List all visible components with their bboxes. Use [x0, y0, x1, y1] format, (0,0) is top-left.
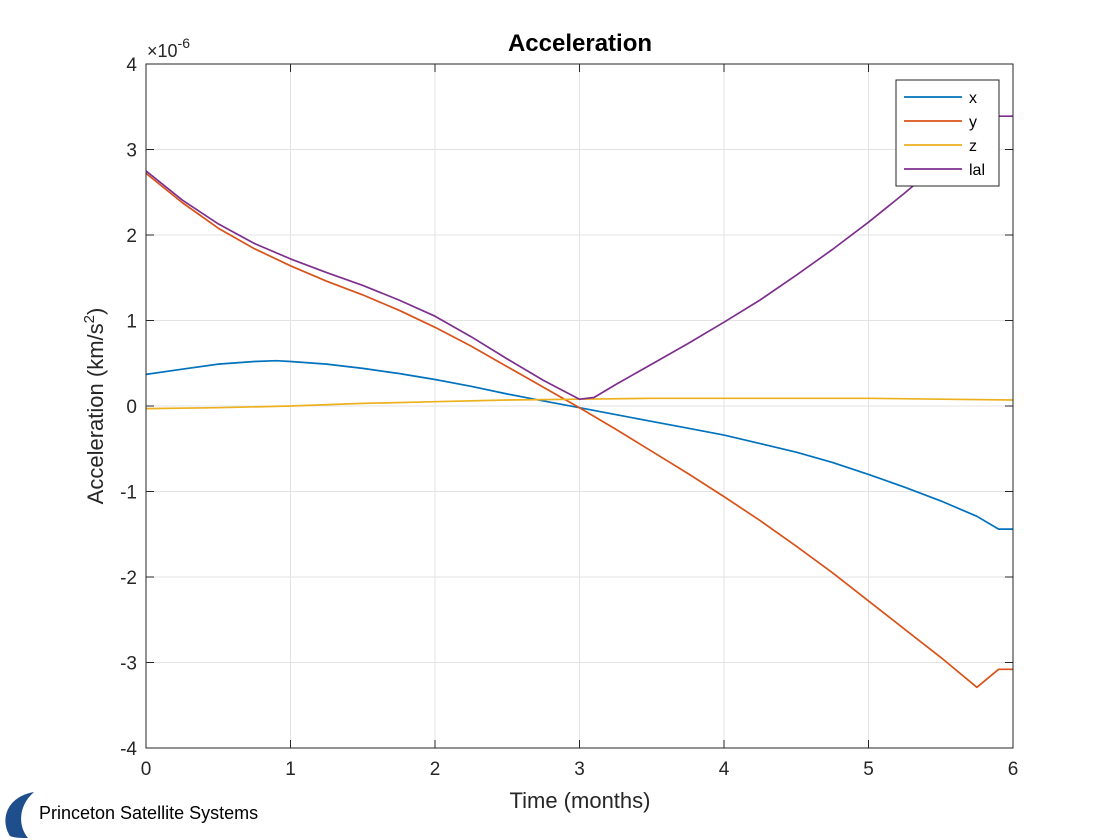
series-line-lal	[145, 115, 1013, 401]
x-tick-label: 1	[285, 759, 296, 780]
legend: xyz lal	[895, 79, 1000, 187]
y-axis-exponent: ×10-6	[147, 35, 190, 61]
y-axis-label-sup: 2	[81, 315, 98, 323]
y-axis-label-end: )	[83, 308, 108, 315]
chart-title: Acceleration	[508, 30, 652, 57]
y-tick-label: 3	[126, 141, 137, 162]
y-tick-label: 4	[126, 55, 137, 76]
x-tick-label: 4	[719, 759, 730, 780]
logo-text: Princeton Satellite Systems	[39, 803, 258, 823]
y-tick-label: 2	[126, 226, 137, 247]
x-tick-label: 0	[141, 759, 152, 780]
x-tick-label: 2	[430, 759, 441, 780]
y-axis-label: Acceleration (km/s2)	[81, 308, 108, 505]
series-layer	[145, 115, 1014, 689]
legend-label-y: y	[969, 114, 977, 131]
legend-label-x: x	[969, 90, 977, 107]
princeton-logo: Princeton Satellite Systems	[5, 792, 258, 838]
series-line-y	[145, 172, 1013, 689]
x-tick-label: 6	[1008, 759, 1019, 780]
y-tick-label: 0	[126, 397, 137, 418]
legend-label-z: z	[969, 138, 977, 155]
crescent-logo-icon	[5, 792, 34, 838]
x-axis-label: Time (months)	[510, 788, 651, 813]
y-tick-label: 1	[126, 312, 137, 333]
x-tick-label: 3	[574, 759, 585, 780]
legend-label-lal: lal	[969, 162, 985, 179]
y-tick-label: -1	[120, 483, 137, 504]
x-tick-label: 5	[863, 759, 874, 780]
y-axis-exponent-power: -6	[178, 35, 191, 51]
y-tick-label: -4	[120, 739, 137, 760]
y-tick-label: -2	[120, 568, 137, 589]
y-axis-exponent-prefix: ×10	[147, 41, 178, 61]
ticks: 0 1 2 3 4 5 6 -4 -3 -2 -1 0 1 2 3 4	[120, 55, 1018, 780]
y-tick-label: -3	[120, 654, 137, 675]
y-axis-label-main: Acceleration (km/s	[83, 323, 108, 504]
